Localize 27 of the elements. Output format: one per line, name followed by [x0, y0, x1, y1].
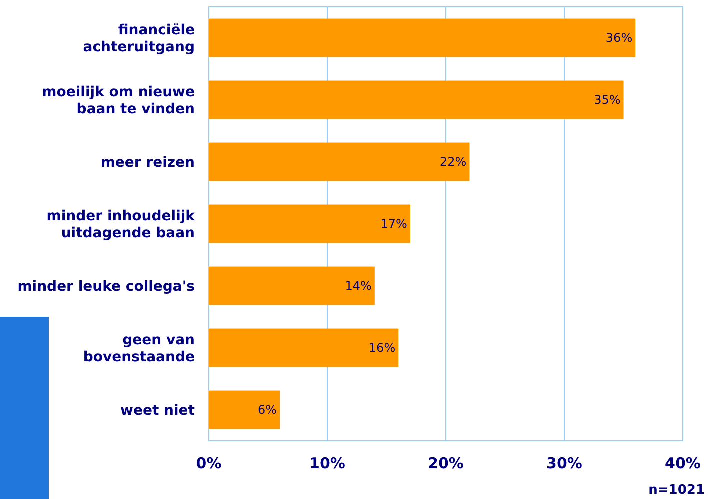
text: n=1021: [648, 483, 705, 498]
data-label: 14%: [345, 279, 372, 294]
y-tick-label: geen van bovenstaande: [83, 332, 195, 366]
y-tick-label: moeilijk om nieuwe baan te vinden: [42, 84, 195, 118]
data-label: 35%: [594, 93, 621, 108]
bar: [209, 142, 470, 182]
bar: [209, 18, 636, 58]
x-tick-label: 40%: [665, 454, 701, 473]
y-tick-label: minder inhoudelijk uitdagende baan: [46, 208, 196, 242]
bar: [209, 80, 624, 120]
x-tick-label: 30%: [546, 454, 582, 473]
y-tick-label: minder leuke collega's: [18, 278, 195, 295]
data-label: 16%: [368, 341, 396, 356]
x-tick-label: 20%: [428, 454, 464, 473]
y-tick-label: meer reizen: [100, 154, 195, 171]
bar: [209, 390, 280, 430]
x-tick-label: 0%: [196, 454, 222, 473]
x-tick-label: 10%: [310, 454, 346, 473]
y-tick-label: financiële achteruitgang: [83, 22, 195, 56]
data-label: 36%: [606, 31, 633, 46]
bar: [209, 266, 375, 306]
data-label: 6%: [258, 403, 278, 418]
data-label: 22%: [440, 155, 467, 170]
data-label: 17%: [380, 217, 408, 232]
y-tick-label: weet niet: [120, 402, 196, 419]
bar: [209, 204, 410, 244]
bar: [209, 328, 399, 368]
